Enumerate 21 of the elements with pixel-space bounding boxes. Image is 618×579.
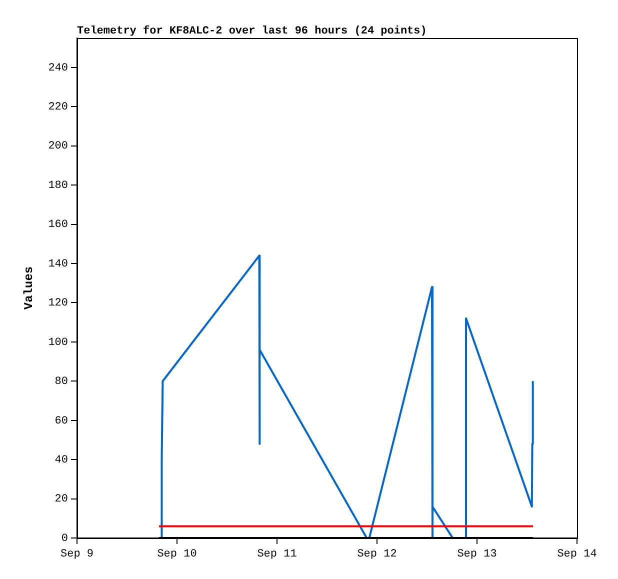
y-tick-label: 140	[48, 258, 68, 270]
y-tick-label: 220	[48, 102, 68, 114]
x-tick-label: Sep 9	[60, 548, 94, 561]
y-tick-label: 240	[48, 62, 68, 74]
y-tick-label: 100	[48, 336, 68, 349]
x-tick-label: Sep 12	[357, 548, 397, 561]
y-tick-label: 60	[54, 415, 68, 428]
y-tick-label: 40	[54, 454, 68, 466]
y-tick-label: 180	[48, 180, 68, 192]
x-tick-label: Sep 11	[257, 548, 298, 561]
x-tick-label: Sep 14	[557, 548, 598, 561]
y-tick-label: 120	[48, 298, 68, 310]
y-tick-label: 160	[48, 219, 68, 232]
y-axis-title: Values	[22, 266, 36, 310]
y-tick-label: 200	[48, 140, 68, 153]
y-tick-label: 20	[54, 494, 68, 506]
y-tick-label: 80	[54, 376, 68, 388]
y-tick-label: 0	[61, 532, 68, 545]
x-tick-label: Sep 13	[457, 548, 497, 561]
x-tick-label: Sep 10	[157, 548, 197, 561]
chart-title: Telemetry for KF8ALC-2 over last 96 hours (24 points)	[77, 24, 427, 38]
